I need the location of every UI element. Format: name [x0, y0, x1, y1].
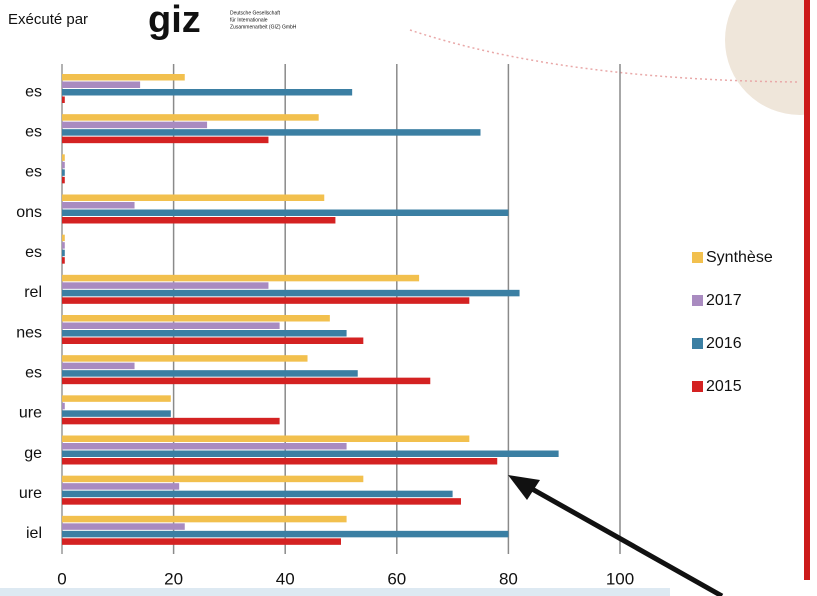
- bar: [62, 322, 280, 329]
- bar: [62, 377, 431, 385]
- bar: [62, 129, 481, 136]
- legend-label: 2016: [706, 335, 742, 352]
- bar: [62, 169, 65, 176]
- y-tick-label: es: [25, 123, 42, 140]
- y-tick-label: es: [25, 364, 42, 381]
- y-tick-label: ure: [19, 485, 42, 502]
- arrow: [508, 475, 724, 596]
- bar: [62, 257, 65, 264]
- bar: [62, 202, 135, 209]
- bar: [62, 297, 470, 304]
- y-tick-label: ure: [19, 405, 42, 422]
- bar: [62, 483, 180, 490]
- decor-circle: [725, 0, 817, 115]
- legend-swatch: [692, 381, 703, 392]
- y-tick-label: ge: [24, 445, 42, 462]
- y-tick-label: rel: [24, 284, 42, 301]
- bar: [62, 490, 453, 498]
- legend-label: 2015: [706, 378, 742, 395]
- bar: [62, 498, 461, 505]
- bar: [62, 289, 520, 297]
- x-tick-label: 80: [499, 569, 518, 588]
- legend-swatch: [692, 295, 703, 306]
- bar: [62, 194, 325, 201]
- bottom-strip: [0, 588, 670, 596]
- bar: [62, 315, 330, 322]
- bar: [62, 458, 498, 465]
- y-tick-label: iel: [26, 525, 42, 542]
- bar: [62, 89, 353, 96]
- plot: 0 20 40 60 80 100 es es es ons es rel nes es ure ge ure i…: [16, 64, 773, 588]
- bar: [62, 176, 65, 184]
- red-rule: [804, 0, 810, 580]
- bar: [62, 161, 65, 169]
- legend-swatch: [692, 252, 703, 263]
- bar: [62, 475, 364, 483]
- legend-label: Synthèse: [706, 249, 773, 266]
- y-tick-label: nes: [16, 324, 42, 341]
- bar: [62, 443, 347, 450]
- bar: [62, 282, 269, 289]
- bar: [62, 114, 319, 121]
- y-tick-label: ons: [16, 204, 42, 221]
- x-tick-label: 0: [57, 569, 66, 588]
- logo-caption: für Internationale: [230, 17, 268, 23]
- legend-label: 2017: [706, 292, 742, 309]
- bar: [62, 370, 358, 377]
- bar: [62, 410, 171, 417]
- header-text: Exécuté par: [8, 11, 88, 28]
- bar: [62, 395, 171, 402]
- bar: [62, 515, 347, 523]
- bar: [62, 209, 509, 216]
- bar: [62, 217, 336, 224]
- bar: [62, 96, 65, 103]
- bar: [62, 538, 341, 545]
- bar: [62, 523, 185, 530]
- x-tick-label: 100: [606, 569, 634, 588]
- x-tick-label: 20: [164, 569, 183, 588]
- bar: [62, 435, 470, 442]
- y-tick-label: es: [25, 164, 42, 181]
- x-tick-label: 60: [387, 569, 406, 588]
- bar: [62, 362, 135, 370]
- bar: [62, 402, 65, 410]
- decor-curve: [409, 29, 801, 83]
- bar: [62, 530, 509, 538]
- legend-swatch: [692, 338, 703, 349]
- margin: [810, 0, 817, 596]
- bar: [62, 242, 65, 249]
- y-tick-label: es: [25, 244, 42, 261]
- bar: [62, 136, 269, 144]
- bar: [62, 355, 308, 362]
- bar: [62, 154, 65, 161]
- bar: [62, 121, 208, 129]
- bar: [62, 234, 65, 242]
- logo-caption: Deutsche Gesellschaft: [230, 10, 281, 16]
- bar: [62, 249, 65, 257]
- bar: [62, 417, 280, 425]
- bar: [62, 274, 420, 282]
- y-tick-label: es: [25, 83, 42, 100]
- logo-caption: Zusammenarbeit (GIZ) GmbH: [230, 24, 297, 30]
- x-tick-label: 40: [276, 569, 295, 588]
- bar: [62, 337, 364, 344]
- bar: [62, 330, 347, 337]
- logo: giz: [148, 0, 201, 41]
- bar: [62, 74, 185, 81]
- bar: [62, 81, 141, 88]
- bar: [62, 450, 559, 457]
